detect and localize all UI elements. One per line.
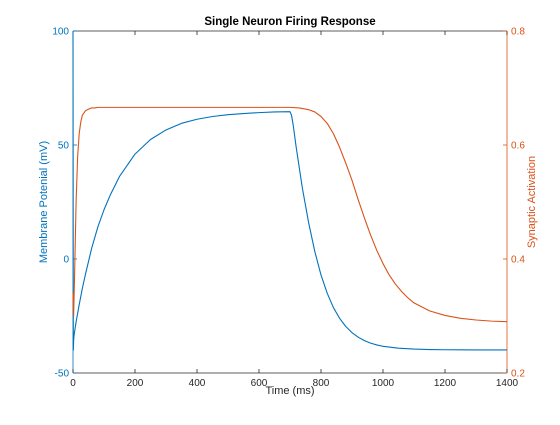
y-axis-left-label: Membrane Potenial (mV) (38, 141, 50, 263)
x-tick-label: 1000 (372, 378, 395, 389)
chart-title: Single Neuron Firing Response (204, 16, 375, 28)
x-tick-label: 600 (251, 378, 268, 389)
x-axis-label: Time (ms) (265, 385, 314, 397)
y-left-tick-label: 0 (63, 255, 69, 266)
x-tick-label: 400 (189, 378, 206, 389)
plot-area: 0 200 400 600 800 1000 1200 1400-500501000.20.4… (52, 27, 525, 390)
x-tick-label: 0 (70, 378, 76, 389)
x-tick-label: 1200 (434, 378, 457, 389)
y-axis-right-label: Synaptic Activation (526, 156, 538, 248)
x-tick-label: 1400 (496, 378, 519, 389)
synaptic-activation-line (72, 106, 508, 323)
y-left-tick-label: 100 (52, 27, 69, 38)
x-tick-label: 800 (313, 378, 330, 389)
y-right-tick-label: 0.8 (511, 27, 525, 38)
y-right-tick-label: 0.6 (511, 141, 525, 152)
y-right-tick-label: 0.4 (511, 255, 525, 266)
membrane-potential-line (72, 30, 507, 351)
y-left-tick-label: 50 (58, 141, 70, 152)
y-left-tick-label: -50 (55, 369, 70, 380)
y-right-tick-label: 0.2 (511, 369, 525, 380)
x-tick-label: 200 (127, 378, 144, 389)
